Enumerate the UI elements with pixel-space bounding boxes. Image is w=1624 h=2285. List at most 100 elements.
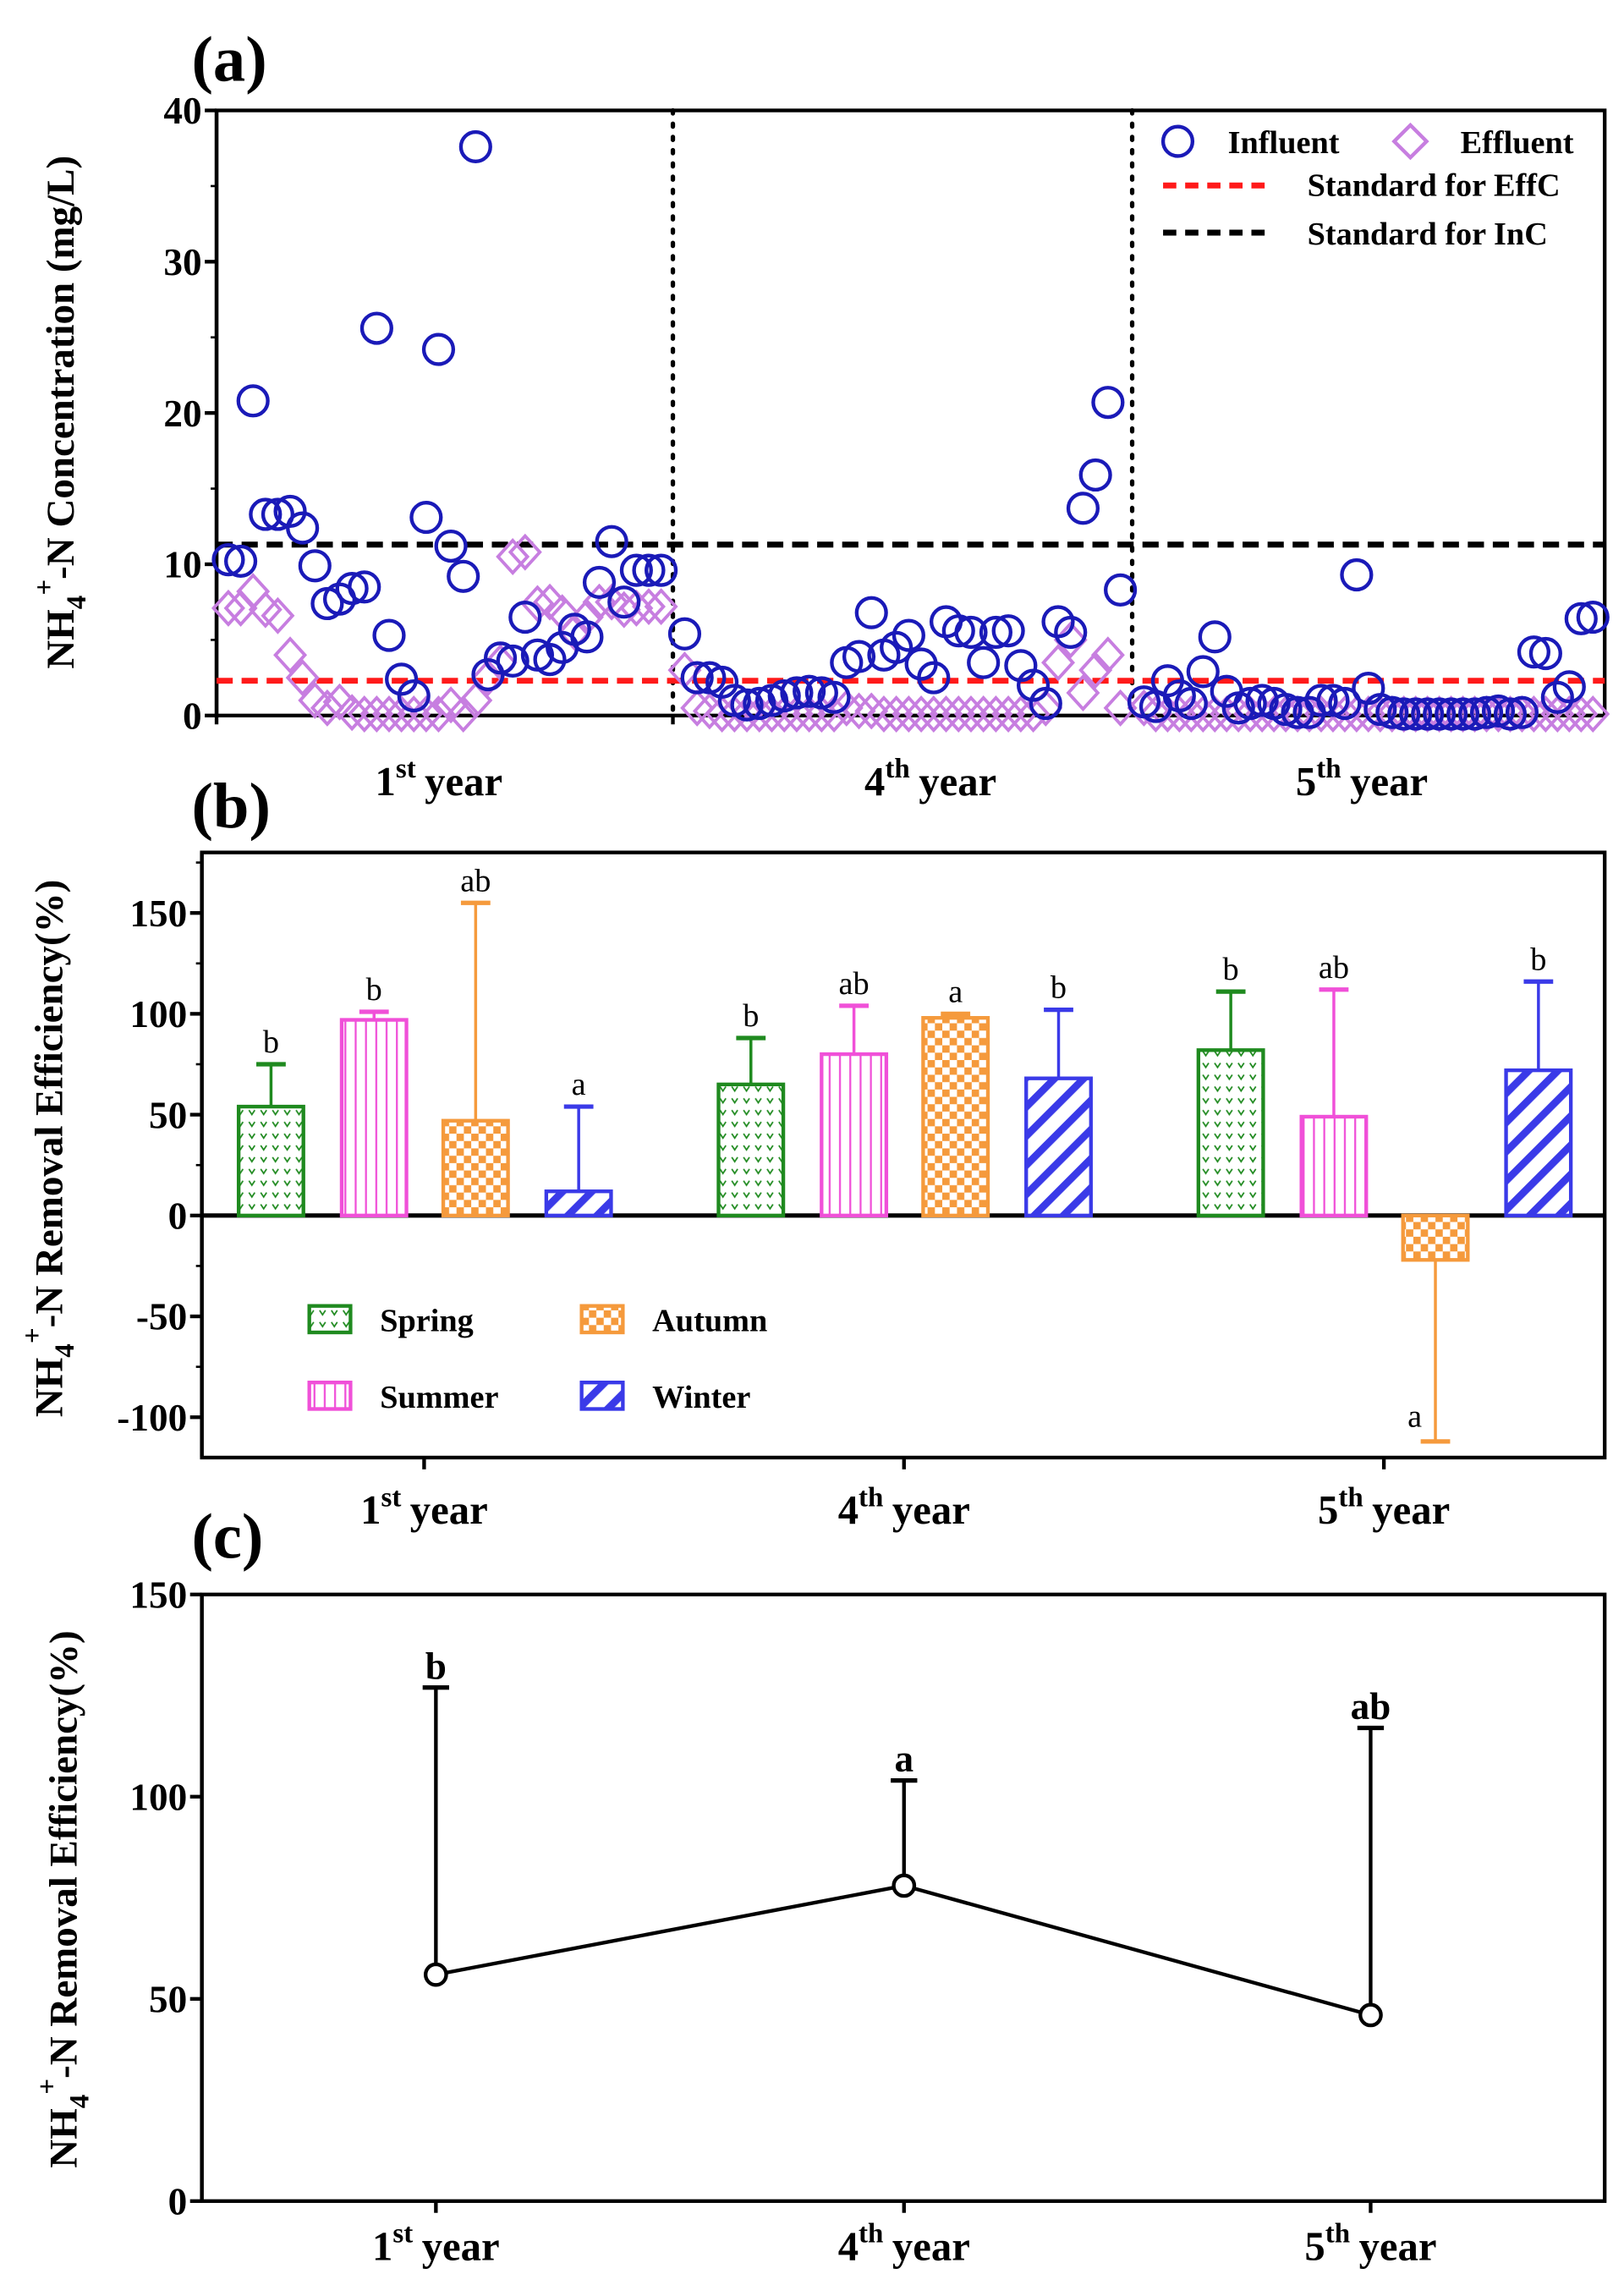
y-tick-label: 20 bbox=[163, 393, 201, 435]
year-word: year bbox=[892, 1487, 970, 1533]
effluent-point bbox=[742, 695, 776, 733]
influent-point bbox=[249, 497, 283, 531]
year-word: year bbox=[892, 2223, 970, 2269]
influent-point bbox=[767, 678, 801, 713]
bar-summer bbox=[1299, 1114, 1369, 1217]
significance-letter: a bbox=[948, 974, 963, 1009]
influent-point bbox=[471, 657, 505, 692]
bar-winter bbox=[1504, 1068, 1573, 1217]
influent-point bbox=[211, 543, 245, 577]
effluent-point bbox=[1078, 651, 1113, 689]
influent-point bbox=[619, 553, 653, 587]
influent-point bbox=[261, 497, 295, 531]
influent-point bbox=[607, 585, 641, 619]
influent-point bbox=[483, 641, 518, 675]
bar-spring bbox=[1196, 1048, 1265, 1217]
significance-letter: ab bbox=[839, 966, 870, 1002]
year-superscript: th bbox=[859, 2219, 883, 2249]
effluent-point bbox=[1576, 695, 1610, 733]
legend-label-spring: Spring bbox=[380, 1303, 474, 1338]
influent-point bbox=[1233, 686, 1267, 721]
influent-point bbox=[1078, 458, 1112, 492]
influent-point bbox=[979, 615, 1012, 650]
influent-point bbox=[941, 614, 975, 648]
influent-point bbox=[1564, 601, 1598, 635]
significance-letter: b bbox=[425, 1645, 447, 1687]
influent-point bbox=[1316, 684, 1350, 717]
influent-point bbox=[533, 643, 567, 677]
effluent-point bbox=[533, 583, 568, 621]
year-number: 4 bbox=[838, 1487, 859, 1533]
y-tick-label: 40 bbox=[163, 90, 201, 132]
bar-spring bbox=[716, 1082, 786, 1217]
influent-point bbox=[780, 676, 814, 710]
bar-summer bbox=[820, 1052, 889, 1217]
influent-point bbox=[991, 614, 1025, 648]
legend-swatch-summer bbox=[307, 1380, 353, 1411]
significance-letter: b bbox=[1051, 970, 1067, 1006]
influent-point bbox=[1399, 697, 1433, 731]
year-word: year bbox=[410, 1487, 488, 1533]
influent-point bbox=[298, 549, 332, 583]
bar-winter bbox=[544, 1189, 613, 1217]
year-superscript: th bbox=[885, 754, 909, 784]
influent-point bbox=[817, 680, 851, 714]
influent-point bbox=[1104, 573, 1138, 607]
influent-point bbox=[645, 553, 678, 587]
influent-point bbox=[286, 511, 320, 545]
year-number: 1 bbox=[376, 759, 396, 805]
influent-point bbox=[1528, 636, 1562, 671]
influent-point bbox=[1029, 686, 1062, 721]
y-tick-label: 150 bbox=[129, 1574, 187, 1616]
influent-point bbox=[880, 630, 914, 664]
effluent-point bbox=[236, 573, 271, 611]
year-word: year bbox=[1359, 2223, 1437, 2269]
panel-c-y-axis-title: NH4+-N Removal Efficiency(%) bbox=[32, 1630, 95, 2167]
effluent-point bbox=[866, 695, 901, 733]
influent-point bbox=[1304, 684, 1338, 717]
legend-swatch-winter bbox=[579, 1380, 625, 1411]
effluent-point bbox=[421, 695, 456, 733]
year-number: 1 bbox=[372, 2223, 392, 2269]
influent-point bbox=[1446, 697, 1480, 731]
influent-point bbox=[967, 645, 1001, 679]
influent-point bbox=[1054, 615, 1088, 650]
effluent-point bbox=[854, 692, 889, 730]
panel-c-frame bbox=[200, 1592, 1607, 2203]
influent-point bbox=[236, 384, 270, 418]
influent-point bbox=[1186, 655, 1220, 689]
x-category-label: 5th year bbox=[1304, 2219, 1436, 2270]
influent-point bbox=[1375, 695, 1409, 729]
legend-effluent-label: Effluent bbox=[1461, 125, 1574, 161]
y-tick-label: 0 bbox=[168, 1195, 188, 1237]
influent-point bbox=[496, 644, 529, 678]
year-superscript: st bbox=[396, 754, 416, 784]
year-superscript: th bbox=[1338, 1482, 1363, 1513]
influent-point bbox=[1245, 684, 1279, 717]
effluent-point bbox=[1029, 689, 1063, 727]
x-category-label: 1st year bbox=[376, 754, 503, 805]
effluent-point bbox=[508, 533, 542, 571]
year-number: 4 bbox=[864, 759, 885, 805]
legend-influent-label: Influent bbox=[1228, 125, 1340, 161]
significance-letter: b bbox=[366, 972, 382, 1008]
influent-point bbox=[372, 618, 406, 652]
y-tick-label: 0 bbox=[183, 695, 202, 737]
influent-point bbox=[570, 620, 604, 654]
bar-autumn bbox=[1401, 1213, 1470, 1262]
influent-point bbox=[892, 618, 925, 652]
effluent-point bbox=[644, 588, 678, 626]
effluent-point bbox=[730, 695, 765, 733]
effluent-point bbox=[680, 689, 715, 727]
effluent-point bbox=[842, 692, 876, 730]
effluent-point bbox=[347, 695, 381, 733]
significance-letter: a bbox=[572, 1067, 586, 1102]
influent-point bbox=[917, 661, 951, 695]
year-number: 1 bbox=[360, 1487, 381, 1533]
year-number: 4 bbox=[838, 2223, 859, 2269]
legend-label-winter: Winter bbox=[652, 1380, 750, 1415]
y-tick-label: 10 bbox=[163, 544, 201, 586]
legend-swatch-autumn bbox=[579, 1304, 625, 1335]
